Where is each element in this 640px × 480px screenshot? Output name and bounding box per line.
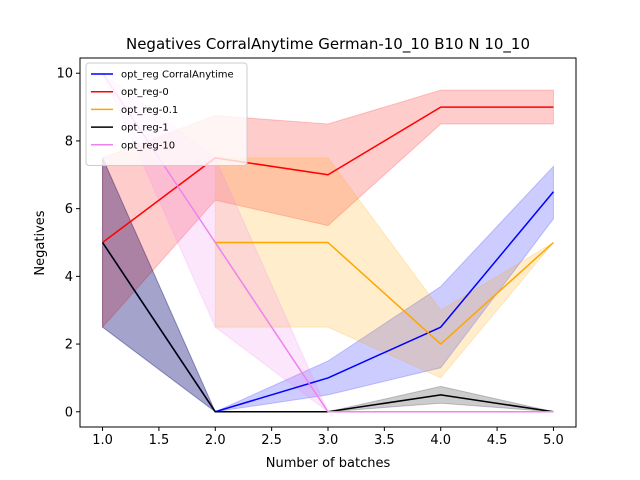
- x-tick-label: 3.5: [374, 433, 395, 448]
- y-tick-label: 4: [65, 270, 73, 285]
- line-opt-reg-0-1: [215, 241, 554, 345]
- x-tick-label: 2.5: [261, 433, 282, 448]
- legend-label-opt-reg-0: opt_reg-0: [121, 87, 169, 98]
- legend-box: [85, 62, 248, 166]
- y-axis-label: Negatives: [33, 210, 48, 275]
- y-tick-label: 6: [65, 202, 73, 217]
- legend-label-opt-reg-1: opt_reg-1: [121, 123, 169, 134]
- x-tick-label: 4.0: [430, 433, 451, 448]
- band-opt-reg-corralanytime: [102, 157, 554, 413]
- x-tick-label: 3.0: [318, 433, 339, 448]
- legend-label-opt-reg-10: opt_reg-10: [121, 140, 175, 151]
- line-opt-reg-10: [101, 72, 554, 413]
- x-tick-label: 5.0: [543, 433, 564, 448]
- series-lines: [101, 72, 555, 413]
- chart-title: Negatives CorralAnytime German-10_10 B10…: [126, 35, 530, 54]
- legend: opt_reg CorralAnytime opt_reg-0 opt_reg-0.…: [85, 62, 248, 166]
- x-axis-label: Number of batches: [266, 456, 391, 471]
- band-opt-reg-0-1: [214, 157, 554, 379]
- x-tick-label: 1.5: [149, 433, 170, 448]
- y-tick-label: 8: [65, 134, 73, 149]
- legend-label-opt-reg-0-1: opt_reg-0.1: [121, 105, 178, 116]
- y-tick-label: 0: [65, 405, 73, 420]
- y-axis: 0 2 4 6 8 10: [56, 67, 80, 420]
- x-axis: 1.0 1.5 2.0 2.5 3.0 3.5 4.0 4.5 5.0: [92, 427, 564, 448]
- y-tick-label: 2: [65, 338, 73, 353]
- x-tick-label: 1.0: [92, 433, 113, 448]
- x-tick-label: 4.5: [487, 433, 508, 448]
- legend-label-opt-reg-corralanytime: opt_reg CorralAnytime: [121, 70, 234, 81]
- x-tick-label: 2.0: [205, 433, 226, 448]
- y-tick-label: 10: [56, 67, 73, 82]
